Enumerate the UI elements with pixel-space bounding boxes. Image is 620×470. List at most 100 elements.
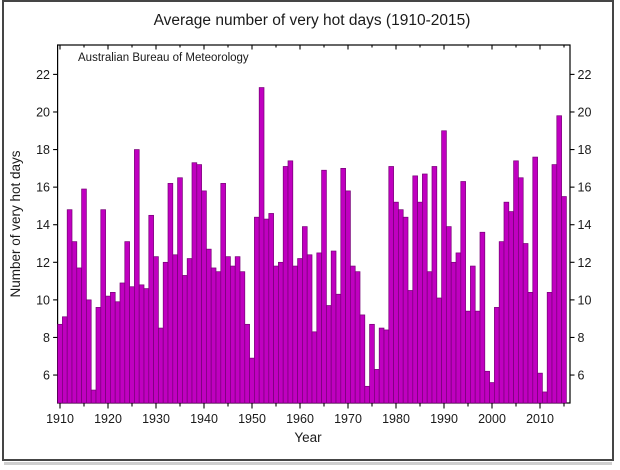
y-tick-left-6: 6 [43,369,50,383]
bar-1997 [474,310,481,404]
bar-1915 [81,188,87,404]
bar-1985 [417,201,423,404]
bar-1916 [86,299,92,404]
bar-1991 [446,226,452,404]
y-tick-right-8: 8 [578,331,585,345]
y-tick-left-20: 20 [36,105,50,119]
x-tick-1930: 1930 [142,412,170,426]
bar-1946 [230,265,236,404]
x-tick-1970: 1970 [334,412,362,426]
bar-2014 [556,115,562,404]
bar-2004 [508,211,514,404]
bar-1958 [287,160,294,404]
bar-1948 [239,271,246,404]
bar-1972 [354,271,361,404]
bar-1973 [359,314,366,404]
bar-1957 [282,166,289,404]
y-tick-right-14: 14 [578,218,592,232]
bar-1986 [422,173,428,404]
bar-1934 [172,254,178,404]
bar-1967 [330,250,337,404]
bar-2009 [532,156,538,404]
bar-2002 [498,241,505,404]
y-tick-left-22: 22 [36,68,50,82]
y-tick-left-8: 8 [43,331,50,345]
bar-1928 [143,288,150,404]
y-tick-right-18: 18 [578,143,592,157]
bar-1992 [450,261,457,404]
x-tick-1920: 1920 [94,412,122,426]
x-tick-1950: 1950 [238,412,266,426]
bar-1996 [470,265,476,404]
y-tick-left-18: 18 [36,143,50,157]
x-tick-2010: 2010 [526,412,554,426]
bar-1999 [484,370,490,404]
x-axis-label: Year [294,430,322,445]
bar-1994 [460,181,466,404]
bar-1929 [148,214,154,404]
bar-1943 [215,271,222,404]
bar-1974 [364,385,370,404]
bar-1978 [383,329,390,404]
x-tick-1980: 1980 [382,412,410,426]
bar-1951 [254,216,260,404]
bar-1933 [167,183,174,404]
bar-1952 [258,87,265,404]
bar-1913 [71,241,78,404]
bar-2015 [561,196,567,404]
bar-1939 [196,164,202,404]
y-tick-right-16: 16 [578,181,592,195]
y-tick-left-14: 14 [36,218,50,232]
bar-1959 [292,265,298,404]
bar-1917 [90,389,97,404]
bar-1993 [455,252,462,404]
axis-ticks [53,45,575,409]
bar-1911 [62,316,68,404]
bar-1987 [426,271,433,404]
bar-1988 [431,166,438,404]
bar-1930 [153,256,159,404]
bar-1920 [105,295,111,404]
bar-1983 [407,290,414,404]
bar-1956 [278,261,284,404]
bar-1921 [110,292,116,404]
bar-1962 [306,254,313,404]
y-tick-left-12: 12 [36,256,50,270]
bar-1922 [114,301,121,404]
bar-1977 [378,327,385,404]
bar-1938 [191,162,198,404]
bar-1961 [302,226,308,404]
bar-2005 [513,160,519,404]
bar-1998 [479,231,486,404]
x-tick-1910: 1910 [46,412,74,426]
bar-1975 [369,323,375,404]
bar-1976 [374,369,380,404]
bar-1990 [441,130,447,404]
x-tick-2000: 2000 [478,412,506,426]
bar-1927 [138,284,145,404]
y-tick-right-20: 20 [578,105,592,119]
y-tick-left-16: 16 [36,181,50,195]
tick-labels: 6 6 8 8 10 10 12 12 14 14 16 16 18 18 20 20 22 22 1910 1920… [36,68,591,426]
bar-1970 [345,190,351,404]
bar-1940 [201,190,207,404]
bar-1980 [393,201,399,404]
bar-1941 [206,248,212,404]
bar-1910 [57,323,63,404]
y-tick-right-12: 12 [578,256,592,270]
bar-2007 [522,243,529,404]
bar-1984 [412,175,418,404]
y-axis-label: Number of very hot days [8,150,23,297]
bar-1931 [158,327,164,404]
bar-1968 [335,293,342,404]
bar-1919 [100,209,106,404]
x-tick-1960: 1960 [286,412,314,426]
bar-1923 [119,282,126,404]
bar-1981 [398,209,404,404]
bar-1960 [297,258,303,404]
bar-1914 [76,267,82,404]
bar-2010 [537,372,543,404]
bar-2006 [518,177,524,404]
figure-frame-shadow [4,462,612,465]
